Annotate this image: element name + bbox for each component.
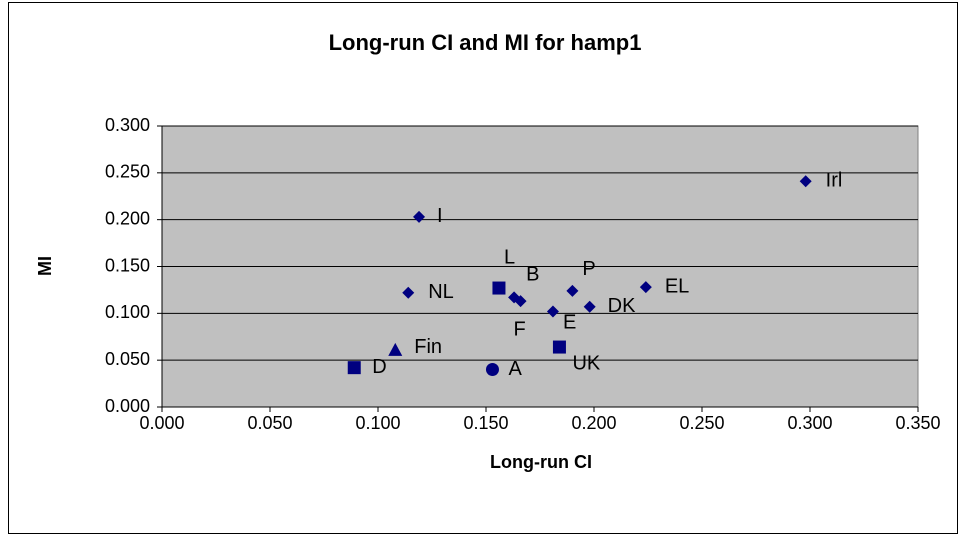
y-tick-label: 0.100: [105, 302, 150, 322]
data-point: [799, 175, 812, 188]
data-point: [485, 363, 499, 377]
point-label: DK: [608, 295, 636, 317]
y-tick-label: 0.000: [105, 396, 150, 416]
data-point: [492, 281, 506, 295]
y-axis-title: MI: [35, 256, 55, 276]
point-label: UK: [572, 352, 600, 374]
data-point: [552, 340, 566, 354]
data-point: [413, 210, 426, 223]
y-tick-label: 0.150: [105, 255, 150, 275]
point-label: Fin: [414, 336, 442, 358]
point-label: NL: [428, 281, 454, 303]
point-label: F: [514, 318, 526, 340]
point-label: Irl: [826, 170, 843, 192]
data-point: [546, 305, 559, 318]
chart-title: Long-run CI and MI for hamp1: [329, 30, 642, 55]
x-tick-label: 0.100: [355, 413, 400, 433]
point-label: EL: [665, 275, 689, 297]
data-point: [347, 361, 361, 375]
x-tick-label: 0.050: [247, 413, 292, 433]
point-label: B: [526, 264, 539, 286]
data-point: [566, 284, 579, 297]
x-tick-label: 0.350: [895, 413, 940, 433]
point-label: L: [504, 246, 515, 268]
x-tick-label: 0.300: [787, 413, 832, 433]
point-label: I: [437, 205, 443, 227]
point-label: P: [582, 258, 595, 280]
y-tick-label: 0.300: [105, 115, 150, 135]
y-tick-label: 0.250: [105, 162, 150, 182]
data-point: [388, 342, 403, 356]
data-point: [583, 300, 596, 313]
x-tick-label: 0.250: [679, 413, 724, 433]
y-tick-label: 0.050: [105, 349, 150, 369]
x-axis-title: Long-run CI: [490, 452, 592, 472]
x-tick-label: 0.000: [139, 413, 184, 433]
data-point: [402, 286, 415, 299]
point-label: E: [563, 312, 576, 334]
y-tick-label: 0.200: [105, 208, 150, 228]
x-tick-label: 0.150: [463, 413, 508, 433]
point-label: D: [372, 356, 386, 378]
point-label: A: [508, 358, 522, 380]
x-tick-label: 0.200: [571, 413, 616, 433]
data-point: [514, 295, 527, 308]
data-point: [639, 281, 652, 294]
